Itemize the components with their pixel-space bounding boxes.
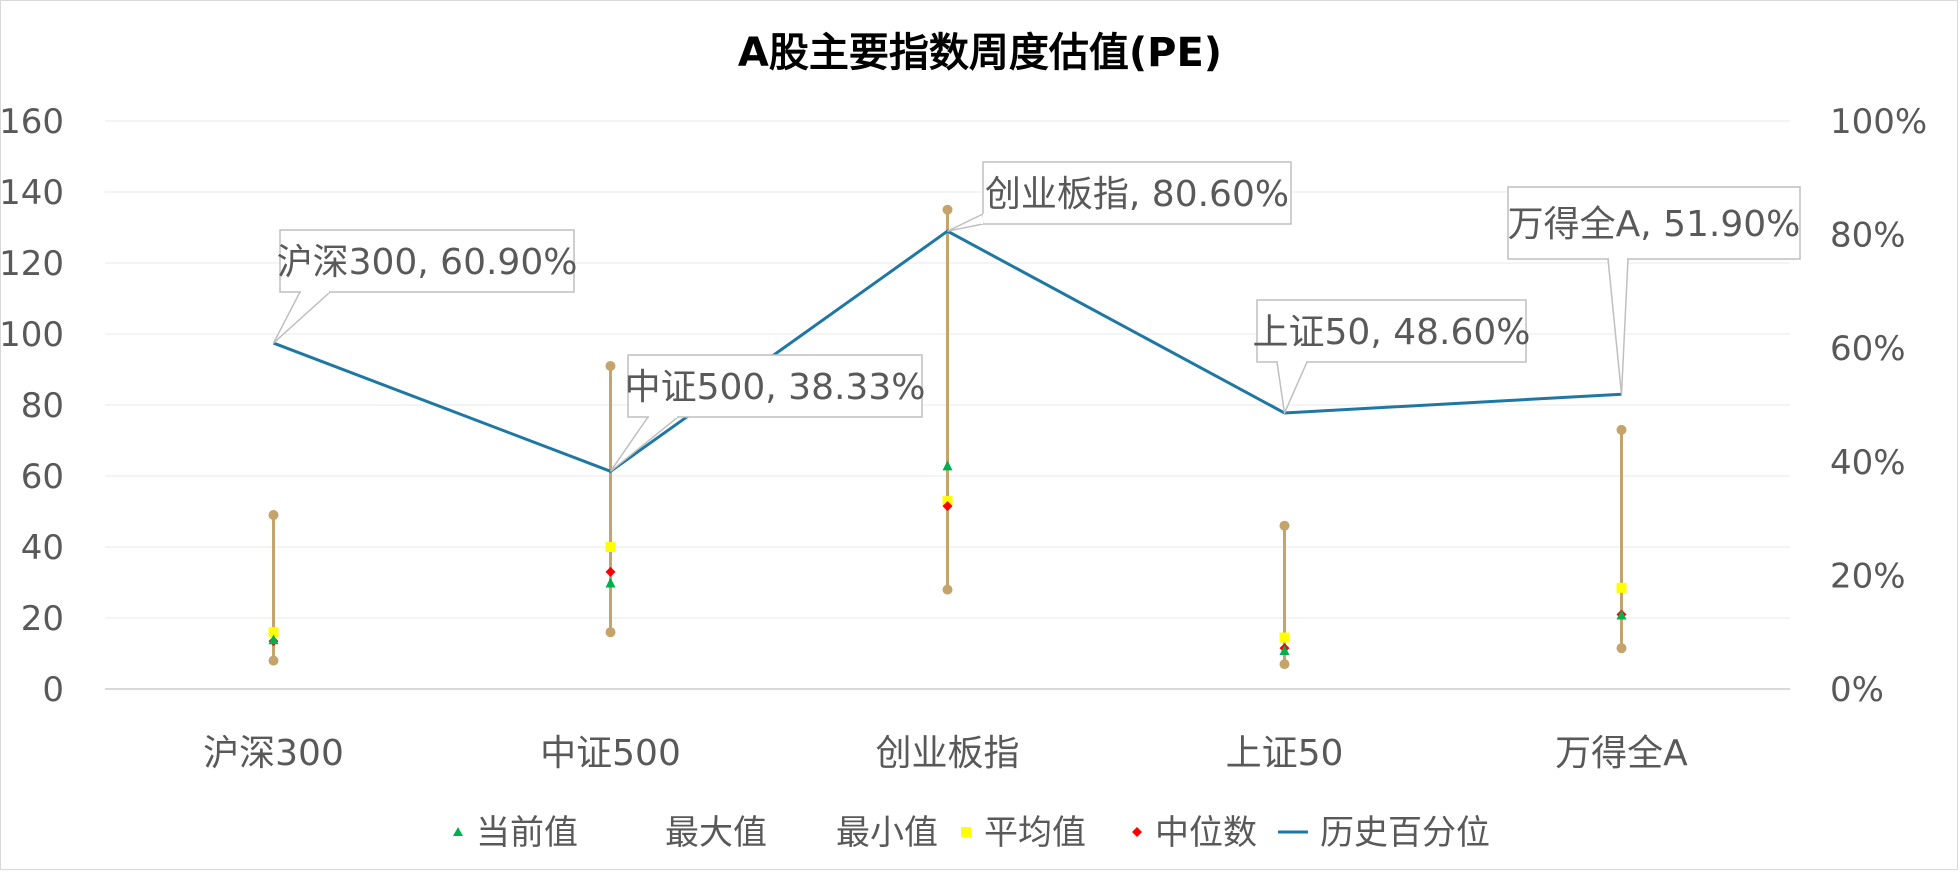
left-tick-label: 0 xyxy=(42,670,64,710)
callout-label: 上证50, 48.60% xyxy=(1253,312,1531,353)
right-axis: 0% 20% 40% 60% 80% 100% xyxy=(1830,102,1927,710)
callout-pointer xyxy=(947,212,984,232)
callout-label: 万得全A, 51.90% xyxy=(1508,204,1801,245)
left-tick-label: 60 xyxy=(21,457,64,497)
max-value-marker xyxy=(1616,424,1627,435)
min-value-marker xyxy=(1616,643,1627,654)
median-value-marker xyxy=(942,501,953,512)
left-tick-label: 140 xyxy=(0,173,64,213)
min-value-marker xyxy=(605,627,616,638)
right-tick-label: 20% xyxy=(1830,556,1906,596)
left-tick-label: 100 xyxy=(0,315,64,355)
median-value-marker xyxy=(605,566,616,577)
min-value-marker xyxy=(268,655,279,666)
right-tick-label: 100% xyxy=(1830,102,1927,142)
right-tick-label: 60% xyxy=(1830,329,1906,369)
max-value-marker xyxy=(268,510,279,521)
current-value-marker xyxy=(1279,644,1290,655)
callout-label: 中证500, 38.33% xyxy=(625,367,926,408)
callout-box xyxy=(627,354,923,418)
left-tick-label: 160 xyxy=(0,102,64,142)
callout-pointer xyxy=(1607,258,1629,395)
current-value-marker xyxy=(268,634,279,645)
gridlines xyxy=(105,120,1790,690)
max-value-marker xyxy=(1279,520,1290,531)
legend-swatch-square xyxy=(961,827,971,837)
current-value-marker xyxy=(1616,609,1627,620)
callout-box xyxy=(1507,186,1801,260)
average-value-marker xyxy=(268,627,279,638)
min-value-marker xyxy=(942,584,953,595)
callout-label: 沪深300, 60.90% xyxy=(277,242,578,283)
category-label: 万得全A xyxy=(1555,733,1688,774)
legend-label: 当前值 xyxy=(476,813,578,853)
legend-label: 平均值 xyxy=(984,813,1086,853)
left-tick-label: 40 xyxy=(21,528,64,568)
callout-labels: 沪深300, 60.90% 中证500, 38.33% 创业板指, 80.60% 上证… xyxy=(272,161,1801,472)
legend: 当前值 最大值 最小值 平均值 中位数 历史百分位 xyxy=(453,813,1490,853)
average-value-marker xyxy=(605,542,616,552)
chart-title: A股主要指数周度估值(PE) xyxy=(738,30,1222,76)
left-tick-label: 80 xyxy=(21,386,64,426)
category-label: 中证500 xyxy=(540,733,681,774)
callout-joint xyxy=(981,213,985,225)
current-value-marker xyxy=(605,577,616,588)
legend-swatch-triangle xyxy=(453,827,463,836)
min-value-marker xyxy=(1279,659,1290,670)
max-value-marker xyxy=(605,360,616,371)
callout-pointer xyxy=(609,416,681,472)
callout-box xyxy=(1256,299,1527,363)
legend-label: 中位数 xyxy=(1155,813,1257,853)
callout-box xyxy=(279,229,575,293)
left-axis: 0 20 40 60 80 100 120 140 160 xyxy=(0,102,64,710)
legend-label: 最大值 xyxy=(665,813,767,853)
legend-swatch-diamond xyxy=(1132,827,1142,837)
average-value-marker xyxy=(1616,582,1627,593)
category-label: 创业板指 xyxy=(875,733,1019,774)
left-tick-label: 20 xyxy=(21,599,64,639)
legend-label: 历史百分位 xyxy=(1320,813,1490,853)
category-label: 上证50 xyxy=(1226,733,1344,774)
category-label: 沪深300 xyxy=(203,733,344,774)
average-value-marker xyxy=(1279,632,1290,643)
right-tick-label: 0% xyxy=(1830,670,1884,710)
left-tick-label: 120 xyxy=(0,244,64,284)
right-tick-label: 40% xyxy=(1830,443,1906,483)
max-value-marker xyxy=(942,204,953,215)
right-tick-label: 80% xyxy=(1830,216,1906,256)
average-value-marker xyxy=(942,495,953,506)
callout-label: 创业板指, 80.60% xyxy=(985,174,1289,215)
callout-pointer xyxy=(272,291,332,344)
callout-box xyxy=(982,161,1292,225)
current-value-marker xyxy=(942,460,953,471)
category-axis: 沪深300 中证500 创业板指 上证50 万得全A xyxy=(203,733,1688,774)
data-markers xyxy=(268,204,1627,670)
legend-label: 最小值 xyxy=(836,813,938,853)
